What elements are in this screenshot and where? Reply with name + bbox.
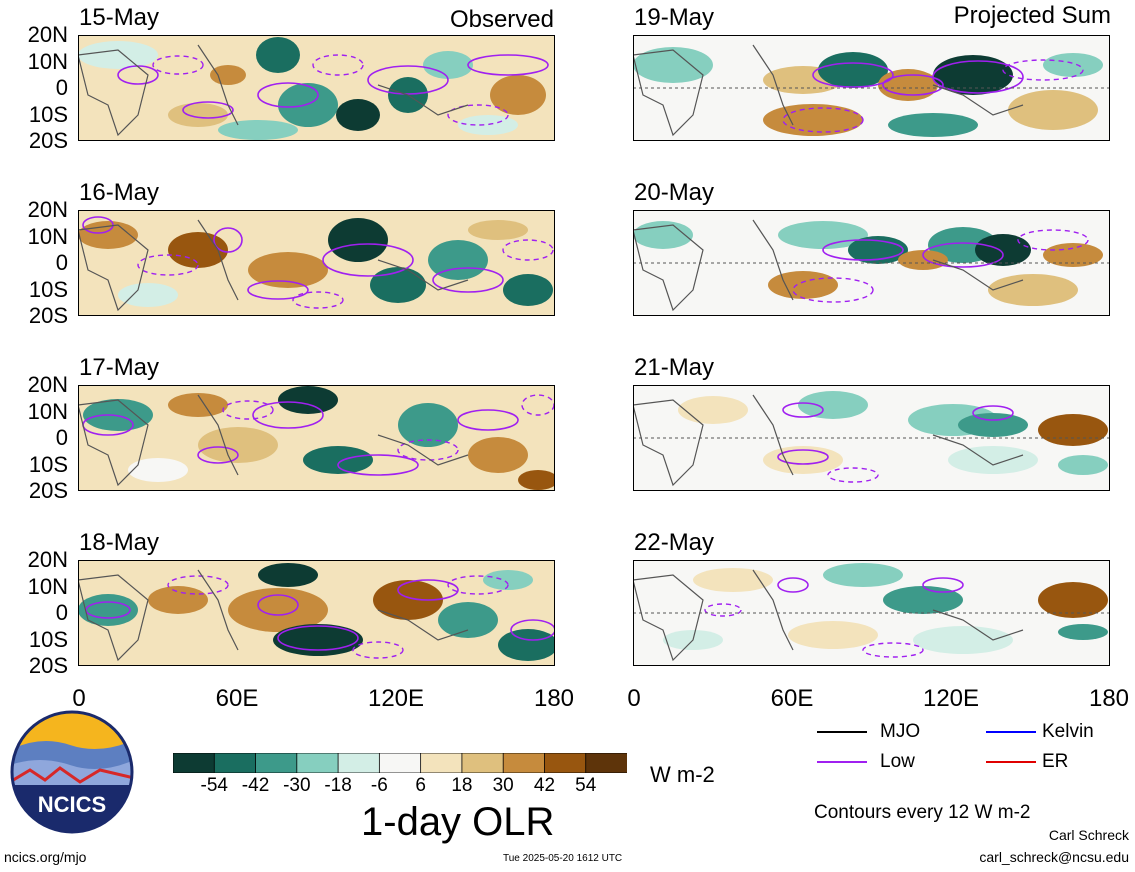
olr-colorbar [173,753,627,773]
logo-text: NCICS [38,792,106,817]
lon-label-right-0: 0 [627,685,641,712]
legend-low [817,752,869,772]
colorbar-tick-label: 30 [492,775,514,796]
colorbar-swatch [173,753,216,773]
lat-label: 0 [55,75,68,100]
colorbar-tick-label: 54 [575,775,597,796]
map-panel-observed-2 [78,210,555,316]
lat-label: 20S [28,653,68,678]
colorbar-swatch [255,753,298,773]
colorbar-swatch [337,753,381,773]
map-panel-observed-4 [78,560,555,666]
colorbar-swatch [378,753,422,773]
legend-er [986,752,1038,772]
colorbar-tick-label: -54 [200,775,228,796]
panel-date-16-may: 16-May [79,179,160,206]
lat-label: 20N [27,372,68,397]
colorbar-swatch [502,753,546,773]
lat-label: 0 [55,425,68,450]
lat-label: 10N [27,573,68,599]
footer-author: Carl Schreck [1048,827,1129,843]
legend-kelvin-label: Kelvin [1042,721,1094,742]
lon-label-left-180: 180 [533,685,575,712]
footer-timestamp: Tue 2025-05-20 1612 UTC [503,853,623,864]
lat-label: 20N [27,22,68,47]
lat-label: 10N [27,398,68,424]
contours-note: Contours every 12 W m-2 [814,802,1031,823]
map-panel-projected-4 [633,560,1110,666]
lat-label: 20N [27,547,68,572]
lat-label: 10S [28,101,68,127]
lon-label-right-120e: 120E [922,685,980,712]
legend-low-label: Low [880,751,915,772]
colorbar-tick-label: 42 [533,775,556,796]
footer-url[interactable]: ncics.org/mjo [4,849,87,865]
lon-label-left-60e: 60E [215,685,259,712]
lat-label: 10S [28,276,68,302]
lat-label: 20S [28,303,68,328]
lon-label-left-120e: 120E [367,685,425,712]
lat-label: 0 [55,600,68,625]
map-panel-projected-2 [633,210,1110,316]
lat-label: 10N [27,223,68,249]
lat-label: 20N [27,197,68,222]
projected-sum-label: Projected Sum [953,2,1111,29]
lon-label-right-180: 180 [1088,685,1130,712]
colorbar-tick-label: -6 [370,775,388,796]
map-panel-observed-3 [78,385,555,491]
colorbar-swatch [420,753,463,773]
lat-label: 10S [28,451,68,477]
panel-date-18-may: 18-May [79,529,160,556]
colorbar-tick-label: 6 [415,775,426,796]
plot-title: 1-day OLR [361,800,555,844]
lon-label-right-60e: 60E [770,685,814,712]
colorbar-tick-label: -30 [283,775,311,796]
colorbar-swatch [296,753,339,773]
panel-date-21-may: 21-May [634,354,715,381]
colorbar-units: W m-2 [650,762,715,787]
ncics-logo: NCICS [10,710,134,834]
legend-mjo [817,722,869,742]
lon-label-left-0: 0 [72,685,86,712]
panel-date-19-may: 19-May [634,4,715,31]
observed-label: Observed [449,6,554,33]
panel-date-17-may: 17-May [79,354,160,381]
colorbar-swatch [461,753,505,773]
legend-mjo-label: MJO [880,721,921,742]
map-panel-observed-1 [78,35,555,141]
colorbar-tick-label: -42 [241,775,270,796]
legend-er-label: ER [1042,751,1069,772]
lat-label: 0 [55,250,68,275]
lat-label: 10S [28,626,68,652]
map-panel-projected-1 [633,35,1110,141]
colorbar-swatch [544,753,587,773]
colorbar-tick-label: -18 [324,775,352,796]
colorbar-swatch [213,753,257,773]
colorbar-tick-label: 18 [451,775,473,796]
panel-date-20-may: 20-May [634,179,715,206]
legend-kelvin [986,722,1038,742]
lat-label: 20S [28,478,68,503]
lat-label: 10N [27,48,68,74]
map-panel-projected-3 [633,385,1110,491]
panel-date-22-may: 22-May [634,529,715,556]
footer-email[interactable]: carl_schreck@ncsu.edu [979,849,1129,865]
lat-label: 20S [28,128,68,153]
colorbar-swatch [585,753,627,773]
panel-date-15-may: 15-May [79,4,160,31]
